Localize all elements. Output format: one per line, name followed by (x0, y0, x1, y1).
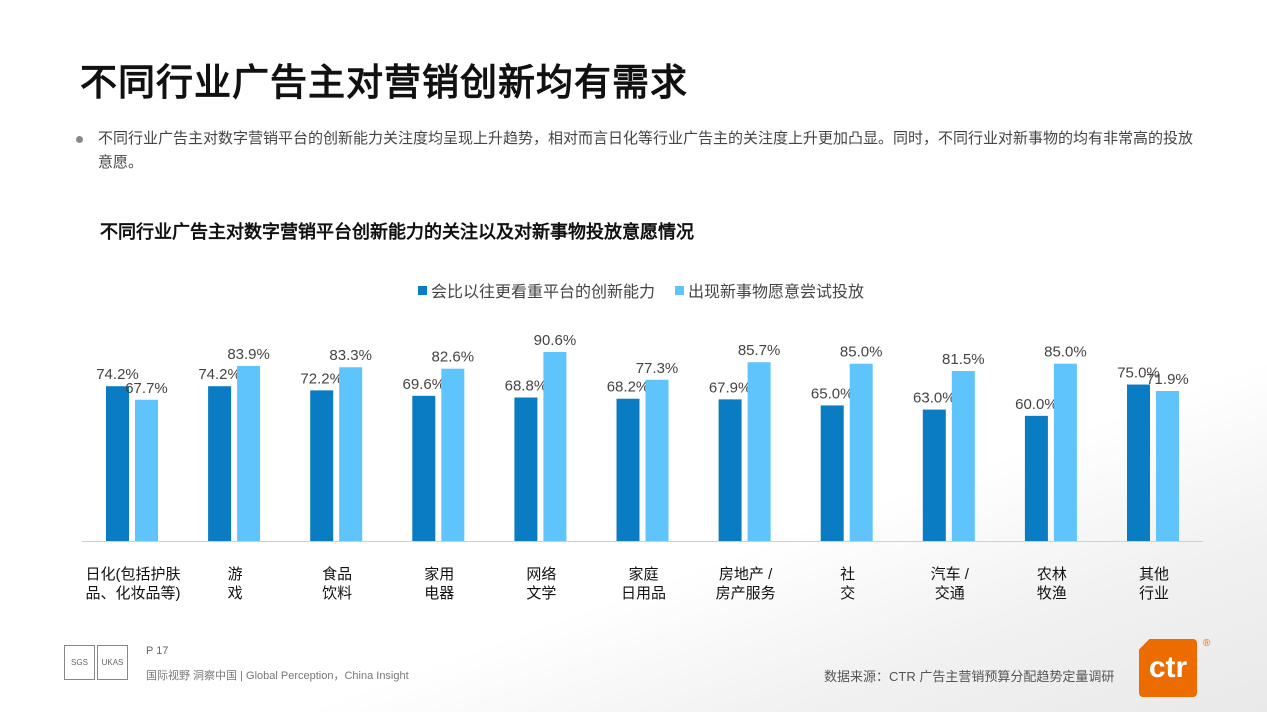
data-label: 68.8% (505, 377, 548, 394)
bar-series-2 (543, 352, 567, 541)
chart-legend: 会比以往更看重平台的创新能力 出现新事物愿意尝试投放 (418, 278, 864, 302)
bar-series-2 (237, 365, 261, 541)
ukas-logo: UKAS (97, 645, 128, 680)
bar-series-2 (1053, 363, 1077, 541)
bar-series-1 (922, 409, 946, 541)
bar-series-1 (820, 405, 844, 541)
legend-label-1: 会比以往更看重平台的创新能力 (431, 284, 656, 301)
data-label: 72.2% (300, 370, 343, 387)
bar-series-2 (441, 368, 465, 541)
registered-mark-icon: ® (1203, 638, 1211, 649)
data-label: 69.6% (403, 376, 446, 393)
legend-item-1: 会比以往更看重平台的创新能力 (418, 278, 655, 302)
bar-series-2 (645, 379, 669, 541)
page-number: P 17 (146, 645, 169, 657)
bar-series-1 (106, 386, 129, 541)
bar-series-2 (135, 399, 158, 541)
data-label: 82.6% (432, 349, 475, 366)
bar-series-2 (747, 362, 771, 541)
data-label: 75.0% (1117, 365, 1160, 382)
category-label: 其他 行业 (1138, 566, 1169, 602)
bullet-text: 不同行业广告主对数字营销平台的创新能力关注度均呈现上升趋势，相对而言日化等行业广… (98, 130, 1194, 171)
bar-series-1 (1024, 415, 1048, 541)
data-label: 63.0% (913, 390, 956, 407)
certification-logos: SGS UKAS (64, 645, 128, 680)
data-label: 65.0% (811, 385, 854, 402)
data-label: 74.2% (198, 366, 241, 383)
data-label: 71.9% (1146, 371, 1189, 388)
data-label: 83.9% (227, 346, 270, 363)
bar-series-2 (849, 363, 873, 541)
bar-series-1 (514, 397, 538, 541)
bar-series-2 (1156, 391, 1179, 541)
category-label: 汽车 / 交通 (930, 566, 969, 602)
category-label: 家用 电器 (424, 566, 455, 602)
slogan: 国际视野 洞察中国 | Global Perception，China Insi… (146, 670, 409, 682)
bar-series-1 (310, 390, 334, 541)
data-label: 60.0% (1015, 396, 1058, 413)
bullet-dot-icon (76, 136, 83, 143)
data-label: 67.7% (125, 380, 168, 397)
bar-series-1 (412, 395, 436, 541)
category-label: 社 交 (840, 566, 856, 602)
category-label: 网络 文学 (526, 566, 557, 602)
bar-series-2 (951, 370, 975, 541)
data-label: 85.0% (840, 344, 883, 361)
data-label: 90.6% (534, 332, 577, 349)
category-label: 游 戏 (227, 566, 243, 602)
legend-label-2: 出现新事物愿意尝试投放 (688, 284, 865, 301)
legend-swatch-2 (675, 285, 685, 295)
sgs-logo: SGS (64, 645, 95, 680)
category-label: 农林 牧渔 (1036, 566, 1067, 602)
category-label: 日化(包括护肤 品、化妆品等) (85, 566, 181, 602)
category-label: 食品 饮料 (322, 566, 353, 602)
data-source: 数据来源：CTR 广告主营销预算分配趋势定量调研 (824, 669, 1115, 684)
category-label: 房地产 / 房产服务 (715, 566, 776, 602)
category-label: 家庭 日用品 (620, 566, 666, 602)
legend-swatch-1 (418, 285, 427, 295)
bar-series-1 (208, 386, 232, 541)
data-label: 77.3% (636, 360, 679, 377)
data-label: 74.2% (96, 366, 139, 383)
legend-item-2: 出现新事物愿意尝试投放 (675, 278, 864, 302)
page-title: 不同行业广告主对营销创新均有需求 (80, 62, 688, 103)
data-label: 81.5% (942, 351, 985, 368)
data-label: 67.9% (709, 379, 752, 396)
chart-title: 不同行业广告主对数字营销平台创新能力的关注以及对新事物投放意愿情况 (100, 222, 694, 242)
bar-series-1 (616, 398, 640, 541)
data-label: 85.7% (738, 342, 781, 359)
bullet-point: 不同行业广告主对数字营销平台的创新能力关注度均呈现上升趋势，相对而言日化等行业广… (76, 127, 1196, 175)
bar-series-2 (339, 367, 363, 541)
data-label: 83.3% (329, 347, 372, 364)
data-label: 85.0% (1044, 344, 1087, 361)
bar-series-1 (1127, 384, 1150, 541)
bar-series-1 (718, 399, 742, 541)
ctr-logo: ctr (1139, 639, 1197, 697)
data-label: 68.2% (607, 379, 650, 396)
